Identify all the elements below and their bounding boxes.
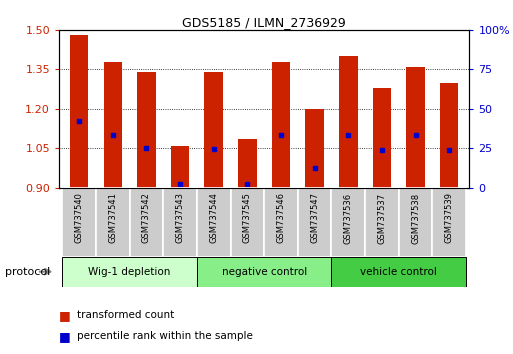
Text: negative control: negative control xyxy=(222,267,307,277)
Bar xyxy=(137,72,156,188)
Bar xyxy=(130,188,163,257)
Bar xyxy=(440,82,459,188)
Bar xyxy=(406,67,425,188)
Bar xyxy=(372,88,391,188)
Text: percentile rank within the sample: percentile rank within the sample xyxy=(77,331,253,341)
Bar xyxy=(63,257,197,287)
Text: GSM737539: GSM737539 xyxy=(445,193,453,244)
Text: ■: ■ xyxy=(59,330,71,343)
Bar xyxy=(197,188,230,257)
Bar xyxy=(63,188,96,257)
Text: transformed count: transformed count xyxy=(77,310,174,320)
Text: ■: ■ xyxy=(59,309,71,321)
Bar xyxy=(331,188,365,257)
Text: GSM737543: GSM737543 xyxy=(175,193,185,244)
Text: GSM737544: GSM737544 xyxy=(209,193,218,243)
Bar xyxy=(104,62,122,188)
Bar xyxy=(96,188,130,257)
Bar xyxy=(365,188,399,257)
Bar xyxy=(399,188,432,257)
Bar xyxy=(305,109,324,188)
Text: GSM737536: GSM737536 xyxy=(344,193,353,244)
Text: GSM737540: GSM737540 xyxy=(75,193,84,243)
Text: GSM737538: GSM737538 xyxy=(411,193,420,244)
Title: GDS5185 / ILMN_2736929: GDS5185 / ILMN_2736929 xyxy=(182,16,346,29)
Bar xyxy=(331,257,466,287)
Bar xyxy=(70,35,88,188)
Text: GSM737541: GSM737541 xyxy=(108,193,117,243)
Text: GSM737537: GSM737537 xyxy=(378,193,386,244)
Text: GSM737547: GSM737547 xyxy=(310,193,319,244)
Bar xyxy=(272,62,290,188)
Bar xyxy=(197,257,331,287)
Text: GSM737545: GSM737545 xyxy=(243,193,252,243)
Text: protocol: protocol xyxy=(5,267,50,277)
Bar xyxy=(238,139,256,188)
Text: GSM737546: GSM737546 xyxy=(277,193,286,244)
Text: GSM737542: GSM737542 xyxy=(142,193,151,243)
Bar xyxy=(264,188,298,257)
Text: Wig-1 depletion: Wig-1 depletion xyxy=(88,267,171,277)
Bar xyxy=(230,188,264,257)
Text: vehicle control: vehicle control xyxy=(360,267,437,277)
Bar xyxy=(163,188,197,257)
Bar xyxy=(432,188,466,257)
Bar xyxy=(171,145,189,188)
Bar xyxy=(205,72,223,188)
Bar xyxy=(339,56,358,188)
Bar xyxy=(298,188,331,257)
